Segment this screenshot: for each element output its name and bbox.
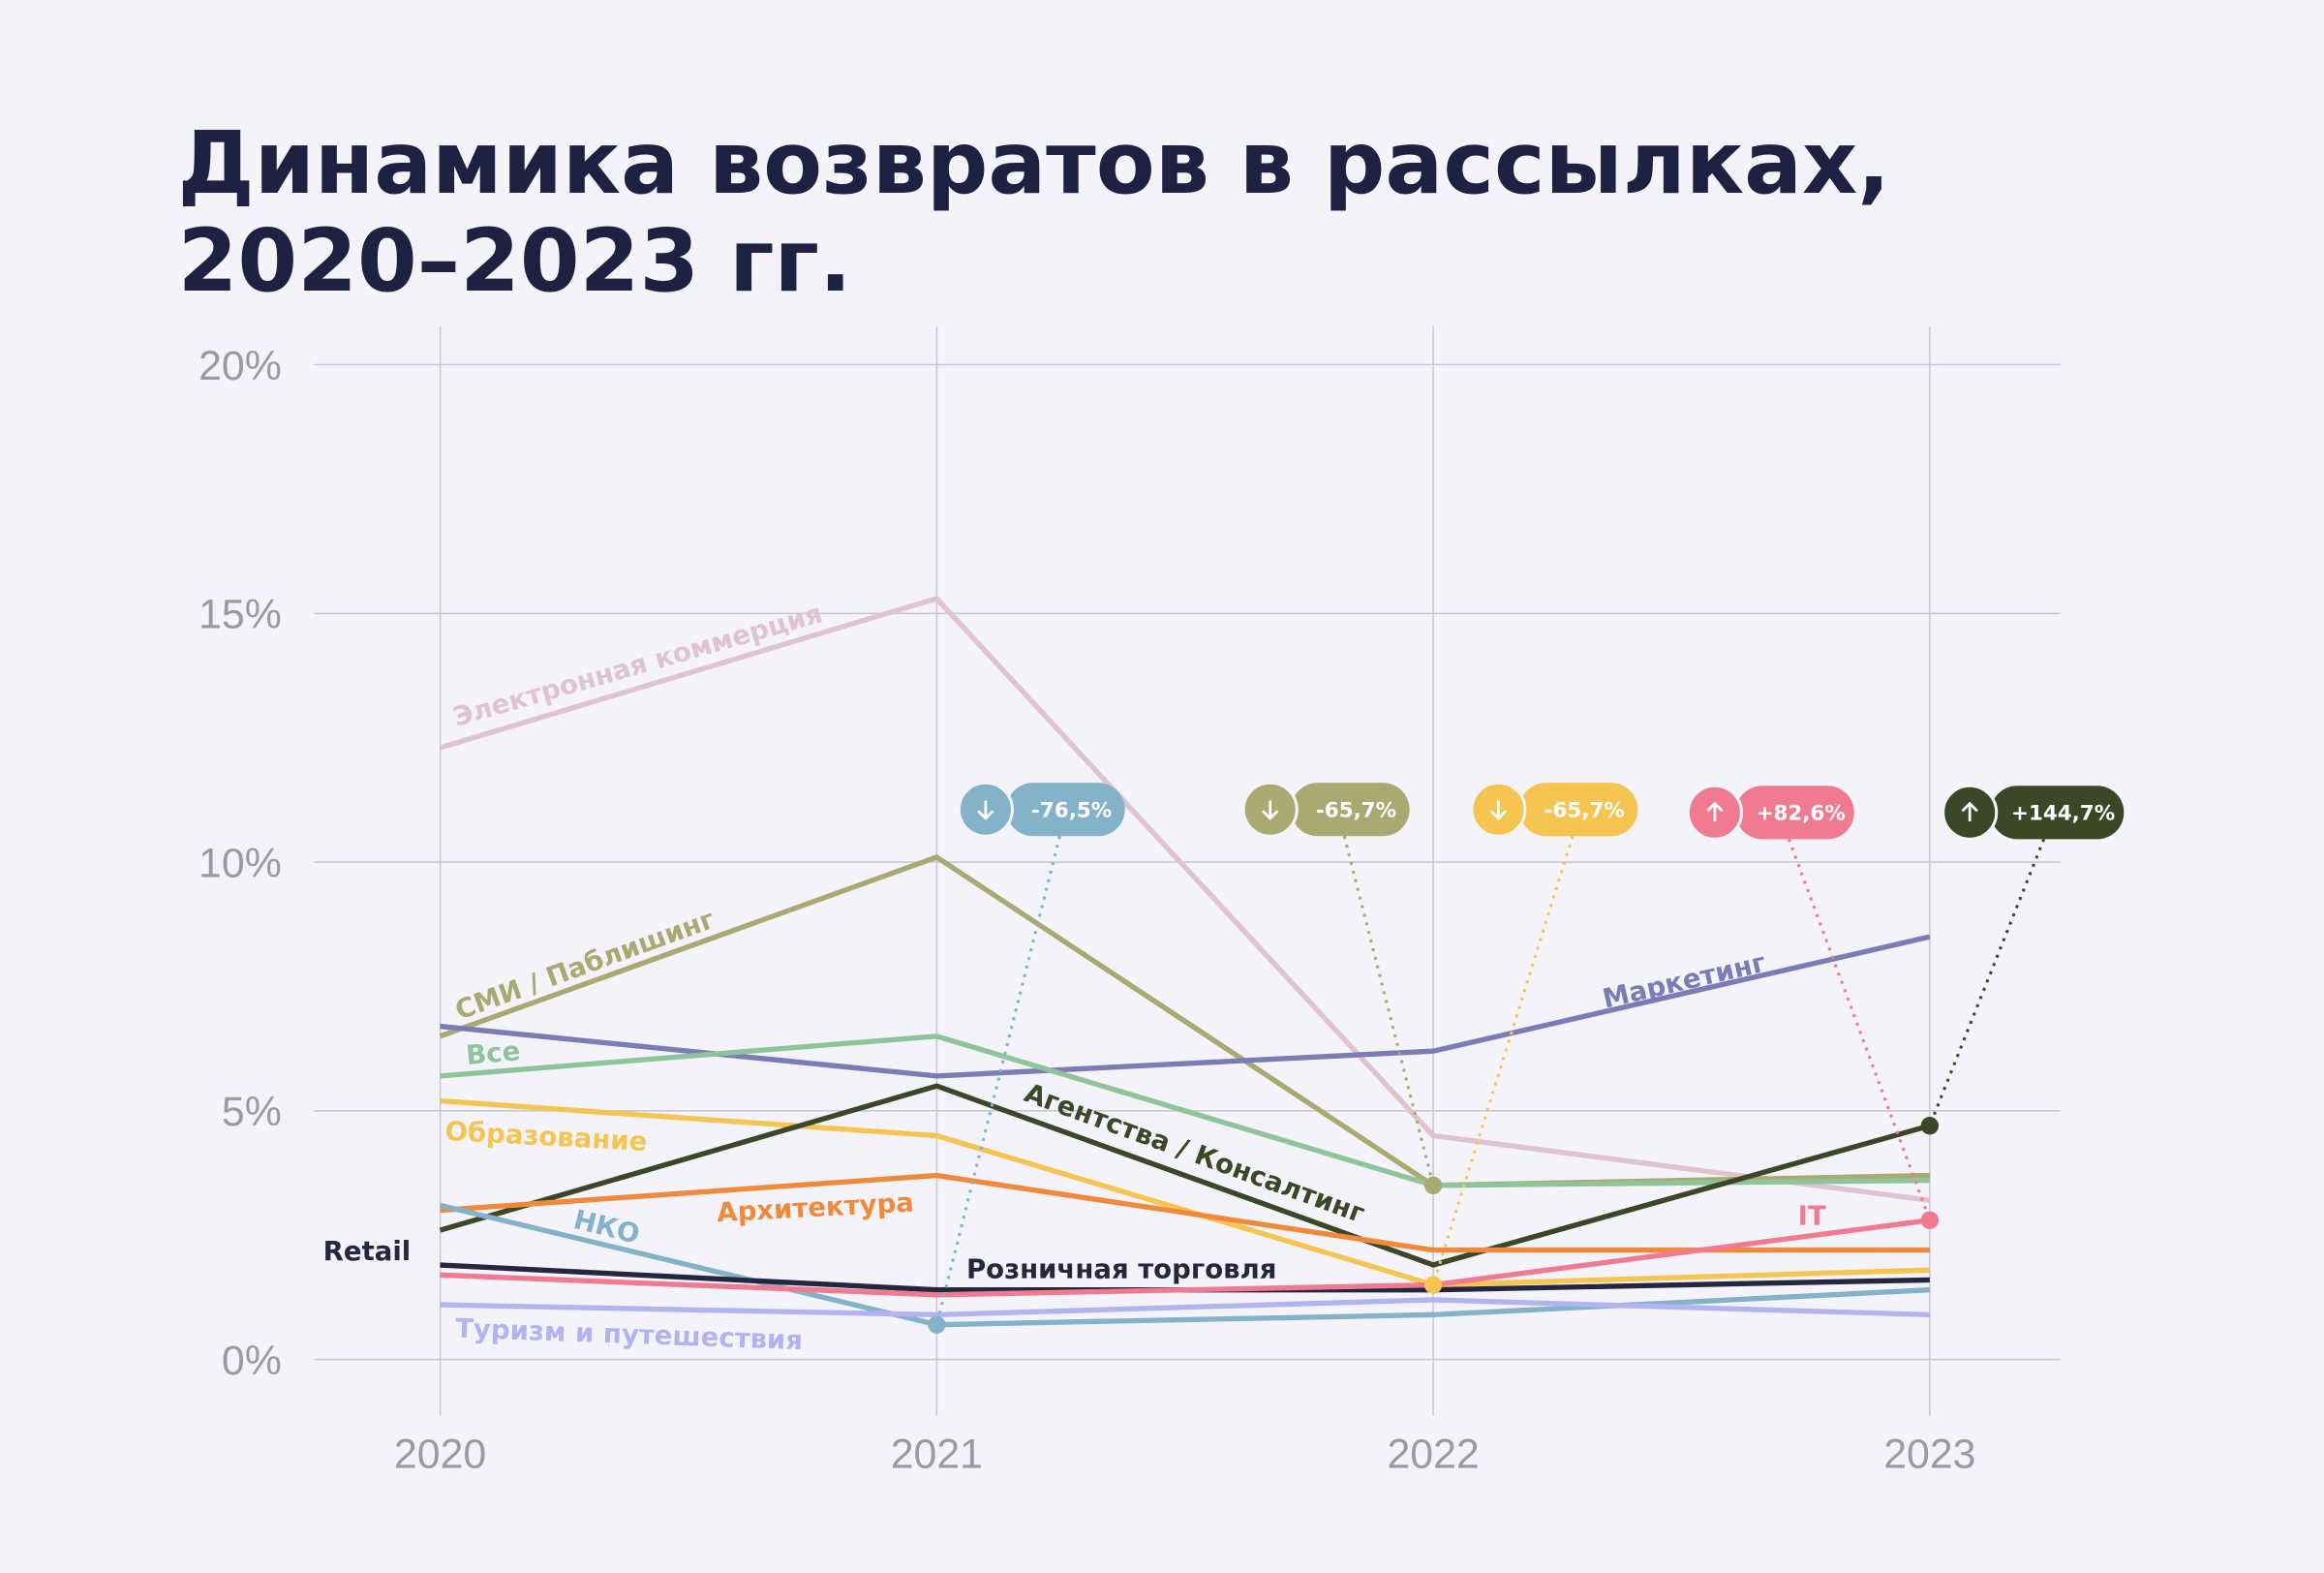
arrow-icon [1262, 800, 1279, 820]
x-tick-label: 2021 [891, 1431, 983, 1477]
series-label: Туризм и путешествия [455, 1313, 804, 1357]
series-label: Розничная торговля [966, 1253, 1277, 1284]
chart-title: Динамика возвратов в рассылках, [178, 113, 1890, 213]
series-line [440, 1218, 1931, 1298]
arrow-icon [977, 800, 994, 820]
arrow-icon [1961, 801, 1978, 821]
series-line [439, 1083, 1931, 1268]
series-label: Маркетинг [1600, 947, 1769, 1015]
series-label: НКО [570, 1204, 643, 1250]
series-line [440, 1297, 1930, 1318]
series-line [440, 934, 1931, 1079]
badge-label: -76,5% [1031, 798, 1112, 822]
series-line [440, 1033, 1930, 1188]
arrow-icon [1706, 801, 1724, 821]
point-marker [1423, 1276, 1443, 1294]
x-tick-label: 2020 [394, 1431, 486, 1477]
y-tick-label: 20% [199, 343, 282, 389]
series-label: Агентства / Консалтинг [1021, 1077, 1369, 1229]
series-line [439, 1202, 1930, 1328]
y-tick-label: 5% [222, 1089, 282, 1135]
y-tick-label: 10% [199, 840, 282, 886]
x-tick-label: 2023 [1883, 1431, 1975, 1477]
point-marker [1423, 1176, 1443, 1195]
leader-line [1928, 838, 2046, 1126]
leader-line [1431, 835, 1575, 1286]
y-tick-label: 15% [199, 592, 282, 638]
series-label: IT [1798, 1200, 1826, 1231]
series-label: Архитектура [717, 1187, 915, 1229]
badge-pill [1518, 783, 1638, 837]
series-label: Все [465, 1035, 522, 1071]
badge-label: +144,7% [2011, 801, 2115, 825]
leader-line [934, 835, 1061, 1326]
badge-pill [1990, 786, 2125, 840]
badge-pill [1291, 783, 1410, 837]
arrow-icon [1489, 800, 1508, 820]
chart-title: 2020–2023 гг. [178, 211, 852, 311]
y-tick-label: 0% [222, 1338, 282, 1384]
x-tick-label: 2022 [1387, 1431, 1479, 1477]
series-label: СМИ / Паблишинг [451, 904, 719, 1027]
badge-label: -65,7% [1544, 798, 1625, 822]
series-line [439, 596, 1931, 1203]
annotation-label: Retail [323, 1236, 412, 1267]
leader-line [1342, 835, 1435, 1187]
badge-pill [1735, 786, 1854, 840]
badge-pill [1006, 783, 1125, 837]
point-marker [1920, 1117, 1940, 1135]
badge-label: -65,7% [1316, 798, 1396, 822]
series-label: Образование [444, 1116, 648, 1157]
badge-label: +82,6% [1757, 801, 1846, 825]
leader-line [1788, 838, 1932, 1221]
point-marker [1920, 1211, 1940, 1229]
series-label: Электронная коммерция [450, 598, 826, 733]
point-marker [928, 1315, 946, 1334]
